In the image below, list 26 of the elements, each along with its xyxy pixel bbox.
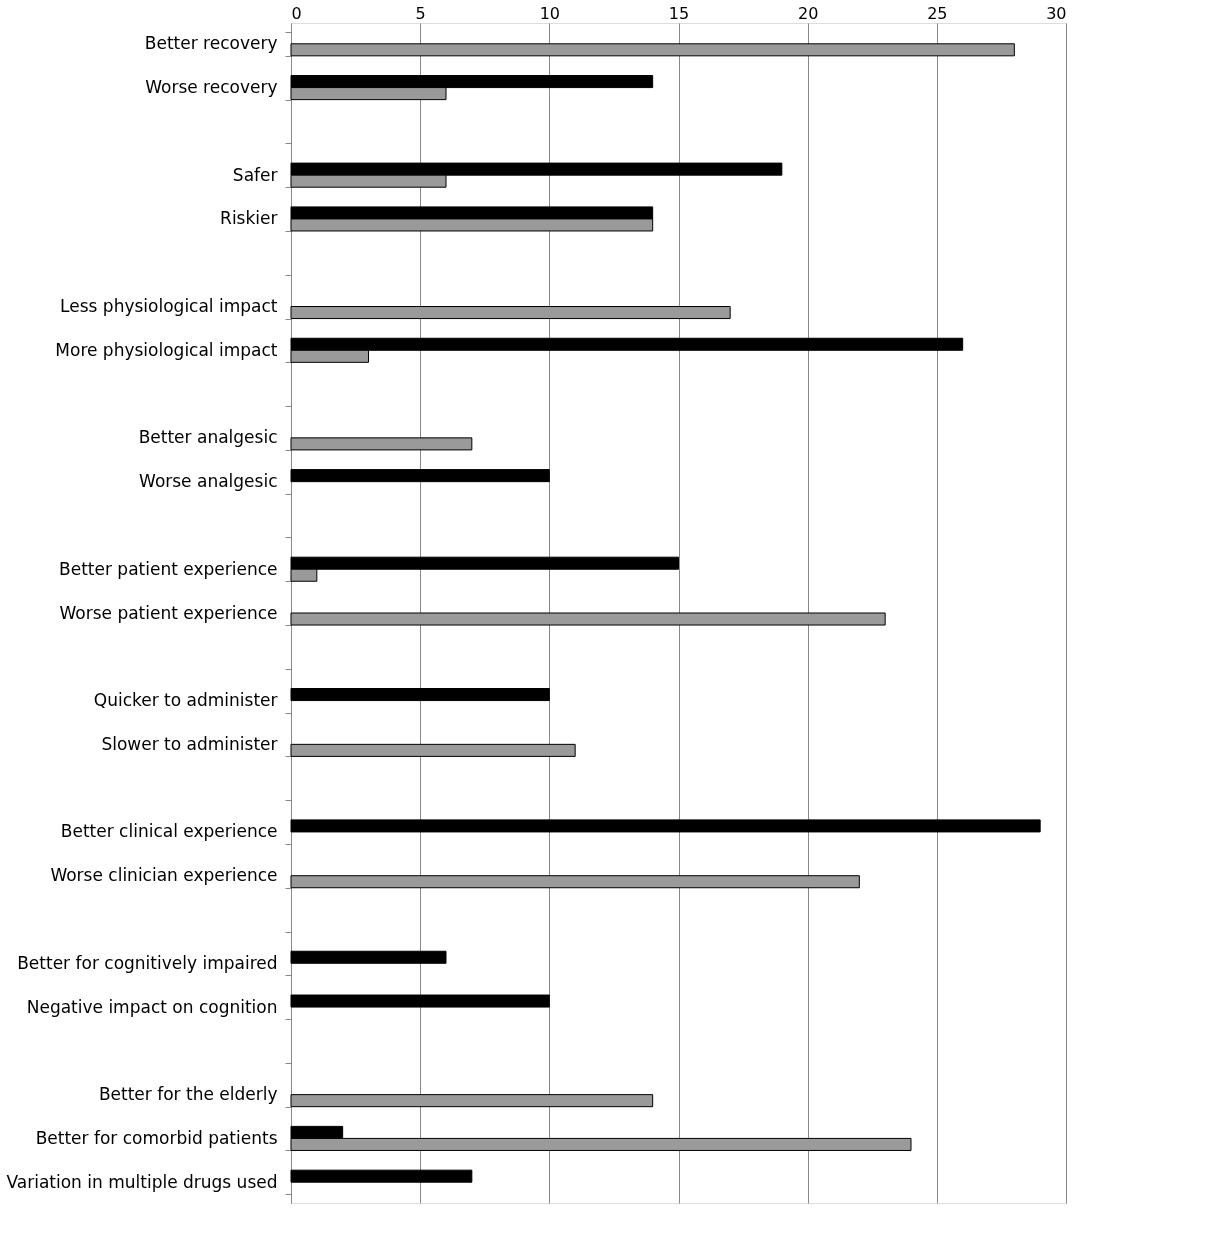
y-tick-label: Better clinical experience (60, 821, 278, 842)
y-tick-label: Worse recovery (145, 77, 278, 98)
x-tick-label: 15 (668, 3, 690, 23)
y-tick-label: Negative impact on cognition (26, 996, 278, 1017)
y-tick-label: Worse patient experience (59, 602, 278, 623)
y-tick-label: More physiological impact (55, 339, 278, 360)
y-tick-label: Better for the elderly (98, 1084, 278, 1105)
y-tick-label: Worse clinician experience (50, 865, 278, 886)
y-tick-label: Worse analgesic (139, 471, 278, 492)
y-tick-label: Safer (232, 164, 278, 185)
x-tick-label: 0 (291, 3, 302, 23)
x-tick-label: 10 (539, 3, 561, 23)
y-tick-label: Better for comorbid patients (35, 1127, 278, 1148)
x-tick-label: 25 (927, 3, 948, 23)
y-tick-label: Variation in multiple drugs used (6, 1171, 278, 1192)
y-tick-label: Better analgesic (138, 427, 278, 448)
x-tick-label: 5 (415, 3, 426, 23)
x-tick-label: 20 (797, 3, 819, 23)
x-tick-label: 30 (1046, 3, 1067, 23)
y-tick-label: Less physiological impact (60, 296, 278, 317)
y-tick-label: Slower to administer (101, 733, 278, 754)
y-tick-label: Riskier (220, 208, 278, 229)
y-tick-label: Better for cognitively impaired (17, 952, 278, 973)
y-tick-label: Better recovery (144, 33, 278, 54)
y-tick-label: Quicker to administer (93, 690, 278, 711)
y-tick-label: Better patient experience (59, 558, 278, 579)
